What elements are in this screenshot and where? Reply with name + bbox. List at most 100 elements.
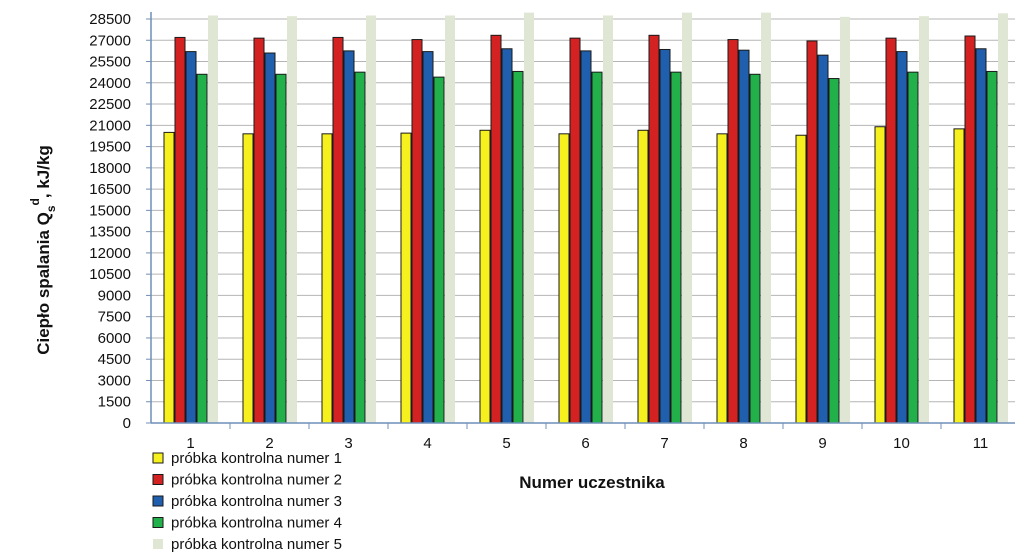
bar-series5-cat5 — [524, 12, 534, 423]
legend-swatch — [152, 452, 164, 464]
legend-swatch — [153, 539, 163, 549]
bar-series5-cat8 — [761, 12, 771, 423]
bar-series2-cat9 — [806, 40, 818, 424]
y-tick-label: 16500 — [89, 181, 131, 198]
bar-series5-cat11 — [998, 13, 1008, 423]
bar-series4-cat7 — [670, 71, 682, 424]
bar-series4-cat10 — [907, 71, 919, 424]
x-tick-label: 9 — [818, 435, 826, 452]
bar-series5-cat2 — [287, 16, 297, 423]
legend-swatch — [152, 517, 164, 528]
y-tick-label: 6000 — [98, 330, 131, 347]
y-tick-label: 25500 — [89, 54, 131, 71]
bar-series2-cat11 — [964, 35, 976, 424]
x-tick-label: 6 — [581, 435, 589, 452]
axes — [150, 12, 1015, 424]
bar-series5-cat4 — [445, 15, 455, 423]
bar-series1-cat3 — [321, 133, 333, 424]
bar-series2-cat2 — [253, 37, 265, 424]
x-tick-label: 3 — [344, 435, 352, 452]
bar-series1-cat6 — [558, 133, 570, 424]
legend-label: próbka kontrolna numer 5 — [171, 536, 342, 553]
bar-series2-cat1 — [174, 36, 186, 424]
bar-series2-cat4 — [411, 39, 423, 424]
bar-series4-cat3 — [354, 71, 366, 424]
bar-series3-cat5 — [501, 48, 513, 424]
legend: próbka kontrolna numer 1 próbka kontrolna… — [152, 450, 342, 553]
bar-series3-cat1 — [185, 51, 197, 424]
y-tick-label: 0 — [123, 415, 131, 432]
bar-series3-cat2 — [264, 52, 276, 424]
bar-series1-cat4 — [400, 132, 412, 424]
y-tick-label: 24000 — [89, 75, 131, 92]
y-tick-label: 9000 — [98, 287, 131, 304]
legend-label: próbka kontrolna numer 2 — [171, 472, 342, 489]
bar-series4-cat8 — [749, 73, 761, 424]
legend-label: próbka kontrolna numer 4 — [171, 515, 342, 532]
bar-series3-cat8 — [738, 49, 750, 424]
y-tick-label: 4500 — [98, 351, 131, 368]
bar-series3-cat9 — [817, 54, 829, 424]
y-tick-label: 18000 — [89, 160, 131, 177]
bar-series4-cat9 — [828, 78, 840, 424]
y-axis-label: Ciepło spalania Qsd, kJ/kg — [28, 145, 58, 355]
bar-series3-cat7 — [659, 48, 671, 424]
bar-series5-cat10 — [919, 16, 929, 423]
x-tick-label: 4 — [423, 435, 431, 452]
bar-series3-cat6 — [580, 50, 592, 424]
bar-series1-cat10 — [874, 126, 886, 424]
bar-series1-cat8 — [716, 133, 728, 424]
legend-swatch — [152, 495, 164, 507]
legend-swatch — [152, 474, 164, 485]
bar-series2-cat7 — [648, 34, 660, 424]
bar-series4-cat5 — [512, 70, 524, 424]
y-tick-label: 22500 — [89, 96, 131, 113]
x-tick-label: 10 — [893, 435, 910, 452]
legend-label: próbka kontrolna numer 1 — [171, 450, 342, 467]
bar-series3-cat4 — [422, 51, 434, 424]
bar-series4-cat2 — [275, 73, 287, 424]
x-tick-label: 11 — [973, 435, 989, 452]
y-axis-ticks: 0 1500 3000 4500 6000 7500 9000 10500 12000 13500… — [89, 11, 151, 432]
bar-series2-cat8 — [727, 39, 739, 424]
bar-series5-cat6 — [603, 15, 613, 423]
y-tick-label: 1500 — [98, 394, 131, 411]
bar-series2-cat3 — [332, 36, 344, 424]
y-tick-label: 13500 — [89, 224, 131, 241]
bar-series4-cat11 — [986, 70, 998, 424]
bar-series1-cat11 — [953, 128, 965, 424]
y-tick-label: 21000 — [89, 117, 131, 134]
legend-label: próbka kontrolna numer 3 — [171, 493, 342, 510]
bar-series1-cat2 — [242, 133, 254, 424]
bar-series5-cat9 — [840, 16, 850, 423]
bars — [163, 12, 1008, 424]
bar-series3-cat10 — [896, 51, 908, 424]
y-tick-label: 28500 — [89, 11, 131, 28]
x-tick-label: 5 — [502, 435, 510, 452]
bar-series5-cat1 — [208, 15, 218, 423]
y-tick-label: 10500 — [89, 266, 131, 283]
bar-series2-cat5 — [490, 34, 502, 424]
bar-series5-cat3 — [366, 15, 376, 423]
bar-series4-cat1 — [196, 73, 208, 424]
bar-series3-cat3 — [343, 50, 355, 424]
bar-series2-cat10 — [885, 37, 897, 424]
x-axis-ticks: 1 2 3 4 5 6 7 8 9 10 11 — [186, 423, 989, 452]
bar-series1-cat5 — [479, 129, 491, 424]
x-tick-label: 7 — [660, 435, 668, 452]
bar-series5-cat7 — [682, 12, 692, 423]
y-tick-label: 19500 — [89, 139, 131, 156]
y-tick-label: 3000 — [98, 372, 131, 389]
x-axis-label: Numer uczestnika — [519, 473, 665, 492]
bar-series4-cat6 — [591, 71, 603, 424]
bar-series1-cat1 — [163, 131, 175, 424]
bar-series4-cat4 — [433, 76, 445, 424]
y-tick-label: 7500 — [98, 309, 131, 326]
y-tick-label: 15000 — [89, 202, 131, 219]
x-tick-label: 1 — [186, 435, 194, 452]
x-tick-label: 2 — [265, 435, 273, 452]
bar-series3-cat11 — [975, 48, 987, 424]
x-tick-label: 8 — [739, 435, 747, 452]
